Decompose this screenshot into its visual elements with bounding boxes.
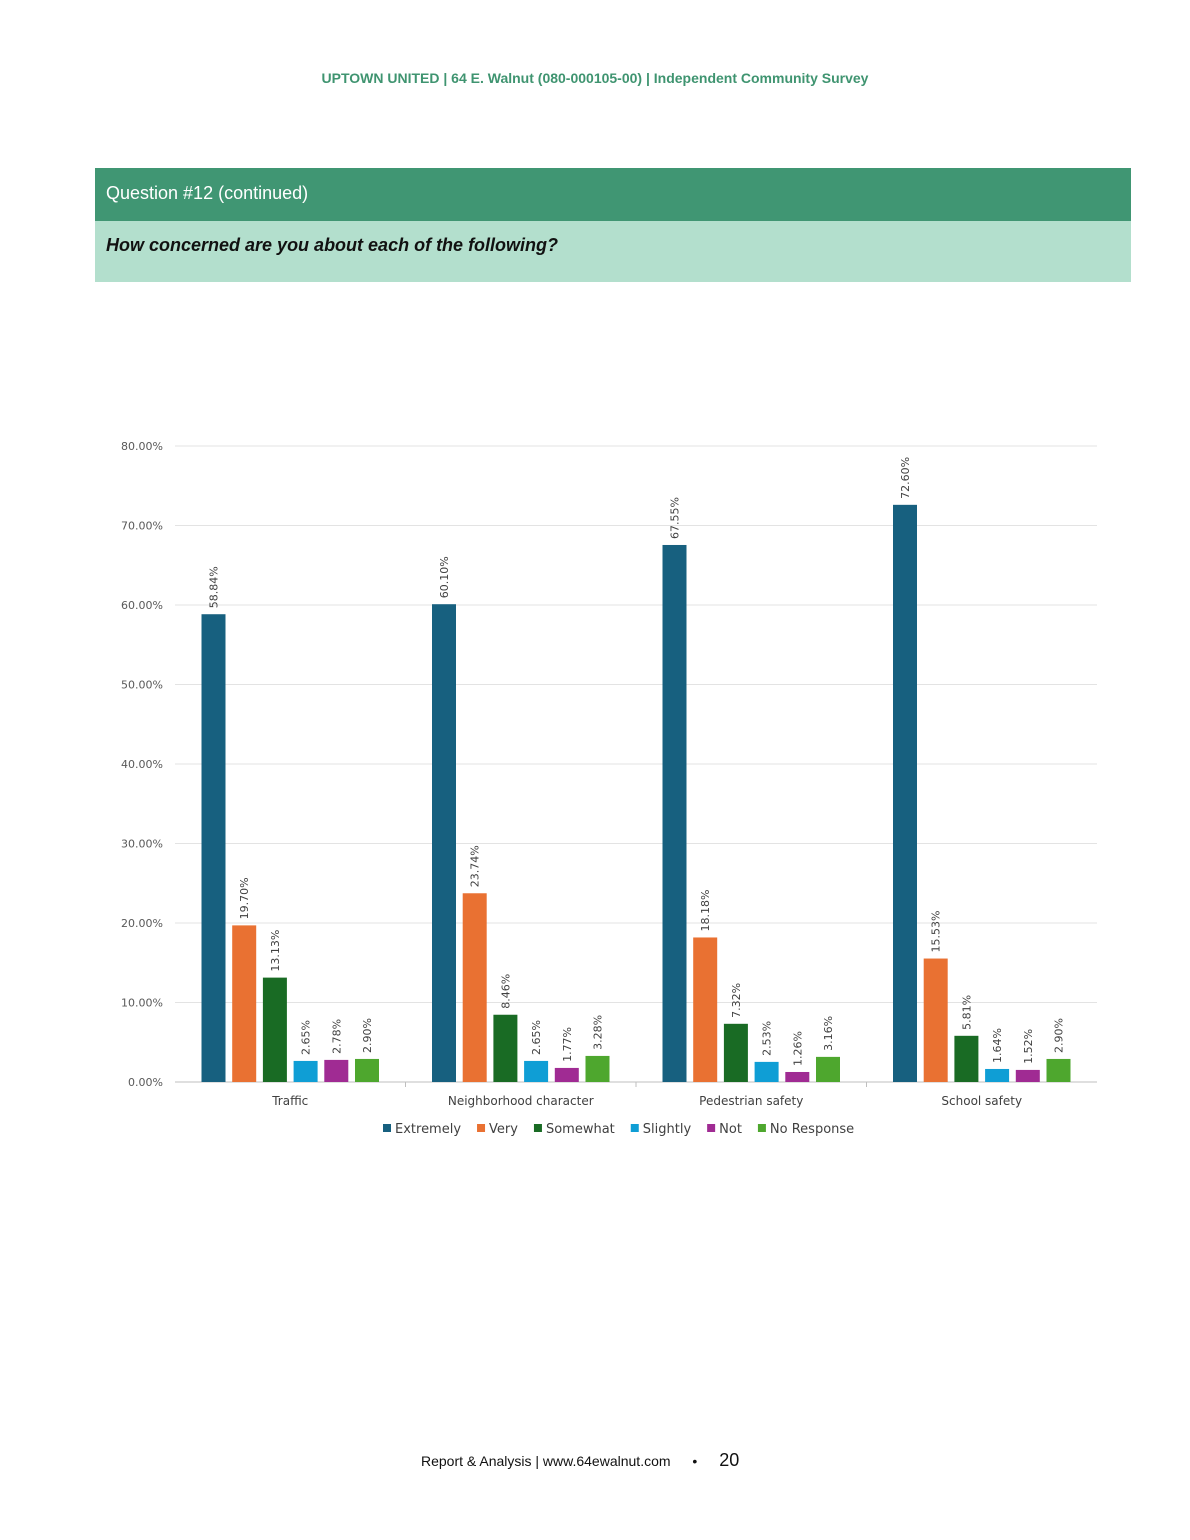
category-label: Pedestrian safety xyxy=(699,1094,803,1108)
bar-slightly xyxy=(293,1060,318,1082)
category-label: Traffic xyxy=(271,1094,308,1108)
bar-no-response xyxy=(1046,1058,1071,1082)
data-label: 15.53% xyxy=(930,911,943,953)
page-footer: Report & Analysis | www.64ewalnut.com • … xyxy=(421,1450,739,1471)
data-label: 18.18% xyxy=(699,890,712,932)
bar-somewhat xyxy=(954,1035,979,1082)
legend-label: Very xyxy=(489,1122,518,1137)
bar-no-response xyxy=(585,1055,610,1082)
y-tick-label: 70.00% xyxy=(121,520,163,533)
legend-swatch xyxy=(533,1124,542,1132)
bar-not xyxy=(324,1059,349,1082)
bar-somewhat xyxy=(262,977,287,1082)
data-label: 8.46% xyxy=(499,974,512,1009)
data-label: 58.84% xyxy=(208,566,221,608)
data-label: 1.26% xyxy=(791,1031,804,1066)
data-label: 67.55% xyxy=(669,497,682,539)
bar-somewhat xyxy=(723,1023,748,1082)
data-label: 2.65% xyxy=(530,1020,543,1055)
data-label: 1.64% xyxy=(991,1028,1004,1063)
bar-not xyxy=(1015,1069,1040,1082)
bar-extremely xyxy=(201,614,226,1082)
bar-no-response xyxy=(355,1058,379,1082)
legend-label: Not xyxy=(719,1122,742,1137)
bar-very xyxy=(232,925,257,1082)
y-tick-label: 10.00% xyxy=(121,997,163,1010)
data-label: 7.32% xyxy=(730,983,743,1018)
bar-no-response xyxy=(816,1056,840,1082)
data-label: 1.77% xyxy=(561,1027,574,1062)
data-label: 23.74% xyxy=(469,845,482,887)
bar-extremely xyxy=(432,604,456,1082)
data-label: 2.90% xyxy=(1053,1018,1066,1053)
bar-extremely xyxy=(662,544,687,1082)
legend-label: No Response xyxy=(770,1122,854,1137)
footer-text: Report & Analysis | www.64ewalnut.com xyxy=(421,1453,671,1469)
bar-slightly xyxy=(524,1060,549,1082)
data-label: 1.52% xyxy=(1022,1029,1035,1064)
bar-not xyxy=(554,1067,579,1082)
question-number-bar: Question #12 (continued) xyxy=(95,168,1131,221)
y-tick-label: 0.00% xyxy=(128,1076,163,1089)
bar-very xyxy=(462,893,487,1082)
data-label: 13.13% xyxy=(269,930,282,972)
data-label: 2.78% xyxy=(330,1019,343,1054)
bar-slightly xyxy=(985,1068,1010,1082)
y-tick-label: 80.00% xyxy=(121,440,163,453)
bar-extremely xyxy=(893,504,917,1083)
question-text: How concerned are you about each of the … xyxy=(95,221,1131,282)
y-tick-label: 60.00% xyxy=(121,599,163,612)
bar-very xyxy=(923,958,948,1082)
y-tick-label: 40.00% xyxy=(121,758,163,771)
data-label: 2.65% xyxy=(300,1020,313,1055)
data-label: 72.60% xyxy=(899,457,912,499)
legend-label: Extremely xyxy=(395,1122,461,1137)
report-header: UPTOWN UNITED | 64 E. Walnut (080-000105… xyxy=(321,70,869,86)
y-tick-label: 20.00% xyxy=(121,917,163,930)
data-label: 19.70% xyxy=(238,877,251,919)
category-label: Neighborhood character xyxy=(448,1094,594,1108)
legend-swatch xyxy=(477,1124,486,1132)
bar-very xyxy=(693,937,718,1082)
category-label: School safety xyxy=(941,1094,1022,1108)
legend-swatch xyxy=(757,1124,766,1132)
data-label: 60.10% xyxy=(438,556,451,598)
legend-swatch xyxy=(383,1124,391,1132)
legend-label: Somewhat xyxy=(546,1122,615,1137)
bar-somewhat xyxy=(493,1014,518,1082)
footer-bullet: • xyxy=(692,1453,698,1469)
data-label: 3.28% xyxy=(592,1015,605,1050)
data-label: 5.81% xyxy=(960,995,973,1030)
data-label: 2.53% xyxy=(761,1021,774,1056)
bar-slightly xyxy=(754,1061,779,1082)
y-tick-label: 50.00% xyxy=(121,679,163,692)
bar-not xyxy=(785,1071,810,1082)
data-label: 2.90% xyxy=(361,1018,374,1053)
legend-swatch xyxy=(630,1124,639,1132)
page-number: 20 xyxy=(719,1450,740,1470)
y-tick-label: 30.00% xyxy=(121,838,163,851)
legend-swatch xyxy=(707,1124,716,1132)
legend-label: Slightly xyxy=(643,1122,692,1137)
data-label: 3.16% xyxy=(822,1016,835,1051)
